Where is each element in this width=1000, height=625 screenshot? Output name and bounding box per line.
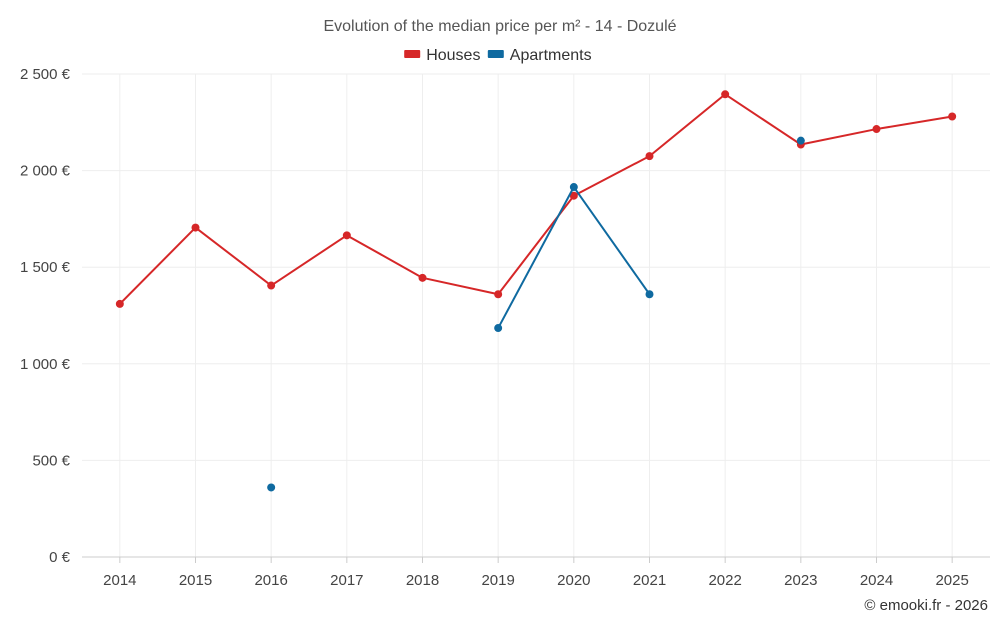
y-tick-label: 2 000 € <box>20 163 71 180</box>
data-point-houses[interactable] <box>418 273 427 282</box>
x-tick-label: 2016 <box>254 572 287 589</box>
data-point-houses[interactable] <box>872 125 881 134</box>
legend-label-houses[interactable]: Houses <box>426 47 480 64</box>
series-apartments <box>267 136 805 492</box>
x-tick-label: 2015 <box>179 572 212 589</box>
x-tick-label: 2020 <box>557 572 590 589</box>
axes: 0 € 500 € 1 000 € 1 500 € 2 000 € 2 500 € 2014… <box>20 66 990 589</box>
legend-swatch-houses <box>404 50 421 58</box>
data-point-apartments[interactable] <box>796 136 805 145</box>
series <box>115 90 957 492</box>
x-tick-label: 2024 <box>860 572 893 589</box>
y-tick-label: 1 500 € <box>20 259 71 276</box>
x-tick-label: 2018 <box>406 572 439 589</box>
y-tick-label: 500 € <box>32 452 70 469</box>
x-tick-label: 2025 <box>935 572 968 589</box>
credit-text: © emooki.fr - 2026 <box>864 597 988 614</box>
x-tick-label: 2023 <box>784 572 817 589</box>
data-point-apartments[interactable] <box>645 290 654 299</box>
chart-title: Evolution of the median price per m² - 1… <box>323 18 676 35</box>
x-tick-label: 2014 <box>103 572 136 589</box>
data-point-houses[interactable] <box>494 290 503 299</box>
legend: Houses Apartments <box>404 47 592 64</box>
y-tick-label: 2 500 € <box>20 66 71 83</box>
data-point-houses[interactable] <box>342 231 351 240</box>
data-point-houses[interactable] <box>267 281 276 290</box>
y-tick-label: 0 € <box>49 549 71 566</box>
x-tick-label: 2017 <box>330 572 363 589</box>
data-point-houses[interactable] <box>948 112 957 121</box>
data-point-houses[interactable] <box>645 152 654 161</box>
legend-swatch-apartments <box>487 50 504 58</box>
data-point-apartments[interactable] <box>267 483 276 492</box>
data-point-houses[interactable] <box>569 191 578 200</box>
grid-lines <box>82 73 990 557</box>
data-point-apartments[interactable] <box>494 324 503 333</box>
y-tick-label: 1 000 € <box>20 356 71 373</box>
series-houses <box>115 90 957 308</box>
legend-label-apartments[interactable]: Apartments <box>510 47 592 64</box>
x-tick-label: 2021 <box>633 572 666 589</box>
data-point-houses[interactable] <box>115 299 124 308</box>
data-point-houses[interactable] <box>191 223 200 232</box>
x-tick-label: 2022 <box>708 572 741 589</box>
x-tick-label: 2019 <box>481 572 514 589</box>
series-line-houses <box>119 93 953 305</box>
data-point-apartments[interactable] <box>569 183 578 192</box>
data-point-houses[interactable] <box>721 90 730 99</box>
